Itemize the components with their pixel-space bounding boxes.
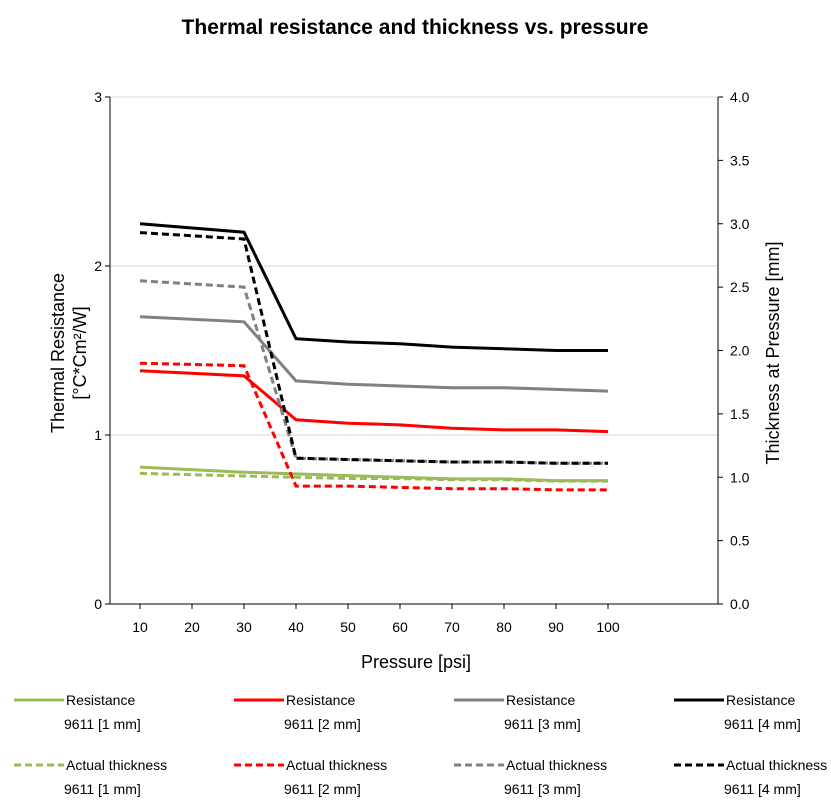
series-lines <box>139 222 609 492</box>
series-line-4 <box>139 222 608 352</box>
legend-sublabel: 9611 [3 mm] <box>504 781 581 797</box>
y2-tick-label: 1.5 <box>730 406 750 422</box>
x-tick-label: 30 <box>236 619 252 635</box>
x-tick-label: 70 <box>444 619 460 635</box>
x-axis-label: Pressure [psi] <box>361 652 471 672</box>
legend-sublabel: 9611 [4 mm] <box>724 781 801 797</box>
y2-tick-label: 2.0 <box>730 343 750 359</box>
x-tick-label: 10 <box>132 619 148 635</box>
series-line-6 <box>139 361 608 492</box>
y2-tick-label: 1.0 <box>730 469 750 485</box>
x-tick-label: 20 <box>184 619 200 635</box>
y-tick-label: 3 <box>94 89 102 105</box>
y-axis-label-line2: [°C*Cm²/W] <box>70 306 90 399</box>
legend-label: Actual thickness <box>726 757 827 773</box>
y2-tick-label: 2.5 <box>730 279 750 295</box>
legend-label: Resistance <box>726 692 795 708</box>
y-axis-label-line1: Thermal Resistance <box>48 273 68 433</box>
legend-sublabel: 9611 [2 mm] <box>284 781 361 797</box>
series-line-3 <box>139 315 609 393</box>
series-line-5 <box>139 471 608 483</box>
legend-label: Actual thickness <box>66 757 167 773</box>
legend-sublabel: 9611 [2 mm] <box>284 716 361 732</box>
chart-title: Thermal resistance and thickness vs. pre… <box>182 16 649 39</box>
x-tick-label: 80 <box>496 619 512 635</box>
legend-sublabel: 9611 [1 mm] <box>64 781 141 797</box>
y-tick-label: 0 <box>94 596 102 612</box>
y2-tick-label: 3.5 <box>730 152 750 168</box>
legend-label: Actual thickness <box>286 757 387 773</box>
y2-tick-label: 0.0 <box>730 596 750 612</box>
series-line-2 <box>139 369 609 434</box>
series-line-7 <box>139 279 608 465</box>
x-tick-label: 40 <box>288 619 304 635</box>
x-tick-label: 50 <box>340 619 356 635</box>
series-line-8 <box>139 231 608 465</box>
y2-tick-label: 0.5 <box>730 533 750 549</box>
grid <box>110 96 718 436</box>
y2-tick-label: 3.0 <box>730 216 750 232</box>
legend-label: Actual thickness <box>506 757 607 773</box>
y-tick-label: 2 <box>94 258 102 274</box>
x-tick-label: 60 <box>392 619 408 635</box>
axes: 0 1 2 3 0.0 0.5 1.0 1.5 2.0 2.5 3.0 3.5 4.0 10 20 30 40 5… <box>94 89 749 635</box>
legend-sublabel: 9611 [4 mm] <box>724 716 801 732</box>
y2-tick-label: 4.0 <box>730 89 750 105</box>
legend: Resistance 9611 [1 mm] Resistance 9611 [2 m… <box>14 692 827 797</box>
y2-axis-label: Thickness at Pressure [mm] <box>763 241 783 464</box>
legend-label: Resistance <box>66 692 135 708</box>
y-tick-label: 1 <box>94 427 102 443</box>
legend-sublabel: 9611 [3 mm] <box>504 716 581 732</box>
x-tick-label: 100 <box>596 619 620 635</box>
legend-sublabel: 9611 [1 mm] <box>64 716 141 732</box>
legend-label: Resistance <box>506 692 575 708</box>
x-tick-label: 90 <box>548 619 564 635</box>
legend-label: Resistance <box>286 692 355 708</box>
